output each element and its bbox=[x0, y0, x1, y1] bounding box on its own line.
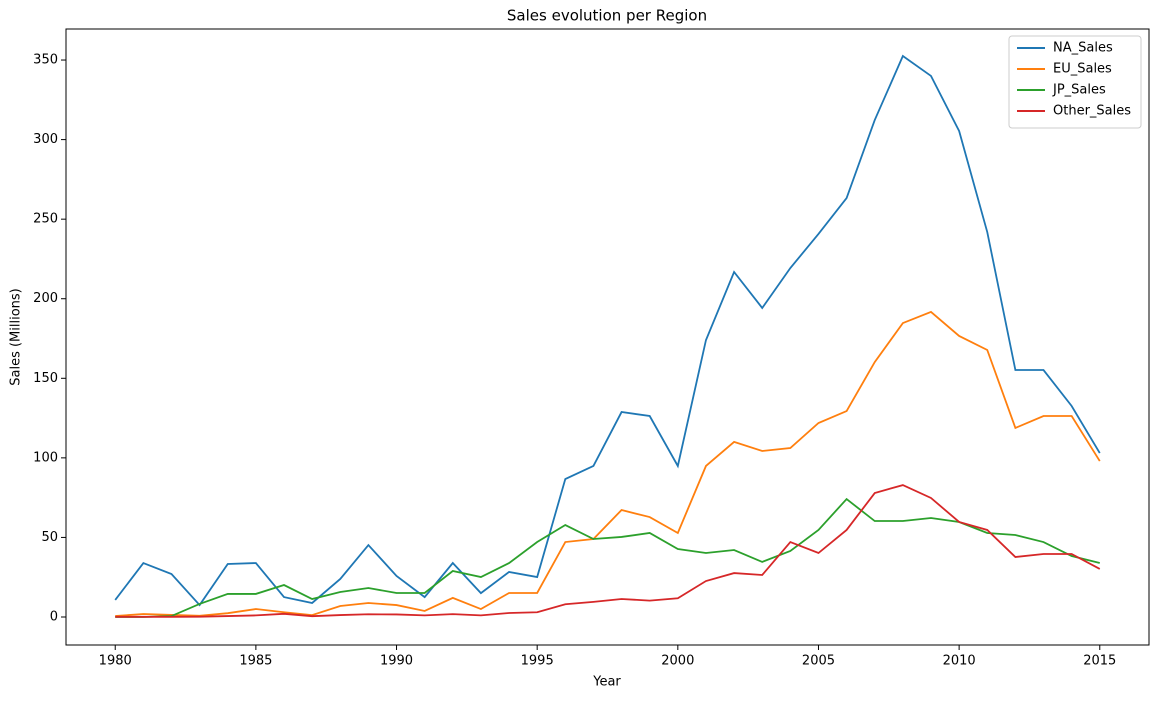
legend-box bbox=[1008, 35, 1142, 129]
legend-label: NA_Sales bbox=[1053, 41, 1113, 56]
legend-label: JP_Sales bbox=[1052, 83, 1106, 98]
x-tick-label: 2015 bbox=[1083, 654, 1116, 669]
line-series bbox=[115, 484, 1101, 618]
y-tick-label: 350 bbox=[33, 53, 58, 68]
line-series bbox=[114, 54, 1101, 607]
y-tick-label: 300 bbox=[33, 132, 58, 147]
y-tick-label: 150 bbox=[33, 371, 58, 386]
legend-label: Other_Sales bbox=[1053, 104, 1131, 119]
x-tick-label: 1995 bbox=[521, 654, 554, 669]
y-tick-label: 50 bbox=[41, 530, 58, 545]
x-tick-label: 2010 bbox=[943, 654, 976, 669]
y-tick-label: 200 bbox=[33, 291, 58, 306]
y-axis-label: Sales (Millions) bbox=[9, 288, 24, 386]
x-tick-label: 2005 bbox=[802, 654, 835, 669]
line-series bbox=[115, 497, 1100, 618]
x-tick-label: 1990 bbox=[380, 654, 413, 669]
x-tick-label: 1980 bbox=[99, 654, 132, 669]
y-tick-label: 250 bbox=[33, 212, 58, 227]
line-series bbox=[115, 310, 1101, 617]
x-tick-label: 2000 bbox=[661, 654, 694, 669]
x-tick-label: 1985 bbox=[239, 654, 272, 669]
plot-frame bbox=[65, 28, 1150, 646]
y-tick-label: 0 bbox=[50, 609, 58, 624]
legend-label: EU_Sales bbox=[1053, 62, 1112, 77]
x-axis-label: Year bbox=[592, 675, 621, 690]
chart-title: Sales evolution per Region bbox=[507, 7, 707, 25]
y-tick-label: 100 bbox=[33, 450, 58, 465]
